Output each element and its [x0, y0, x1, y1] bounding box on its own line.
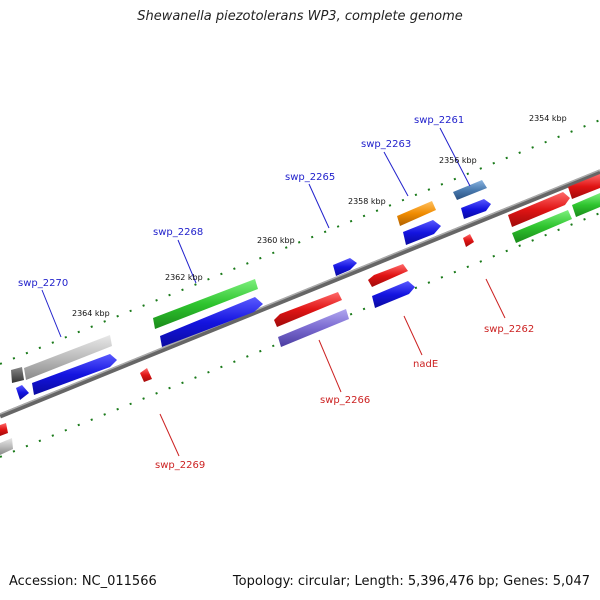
gene-label: swp_2262 [484, 324, 534, 335]
kbp-label: 2356 kbp [439, 156, 477, 165]
gene-swp_2268 [153, 279, 258, 329]
gene-label: swp_2270 [18, 278, 68, 289]
gene-swp_2261 [453, 180, 487, 200]
tick-rings [0, 119, 600, 458]
genome-stats-text: Topology: circular; Length: 5,396,476 bp… [232, 574, 590, 589]
gene-nadE-red [368, 264, 408, 287]
gene-blue-small-left [16, 385, 29, 400]
gene-blue-2261b [461, 199, 491, 219]
gene-labels-reverse: swp_2262 nadE swp_2266 swp_2269 [155, 324, 534, 471]
accession-text: Accession: NC_011566 [9, 574, 157, 589]
kbp-label: 2358 kbp [348, 197, 386, 206]
gene-features [0, 174, 600, 455]
gene-label: swp_2269 [155, 460, 205, 471]
gene-swp_2269 [140, 368, 152, 382]
gene-red-pair [508, 192, 570, 227]
gene-gray-edge-left [0, 438, 13, 455]
gene-label: nadE [413, 359, 438, 370]
label-leaders [41, 127, 506, 457]
gene-green-pair [512, 210, 572, 243]
gene-swp_2262 [463, 234, 474, 247]
gene-label: swp_2266 [320, 395, 370, 406]
gene-blue-2270b [32, 354, 117, 395]
gene-label: swp_2268 [153, 227, 203, 238]
gene-darkgray [11, 367, 24, 383]
gene-blue-2263b [403, 220, 441, 245]
kbp-label: 2354 kbp [529, 114, 567, 123]
kbp-labels: 2354 kbp 2356 kbp 2358 kbp 2360 kbp 2362… [72, 114, 567, 318]
gene-label: swp_2265 [285, 172, 335, 183]
gene-nadE [372, 281, 415, 308]
kbp-label: 2360 kbp [257, 236, 295, 245]
gene-green-edge-right [572, 193, 600, 217]
gene-red-edge-left [0, 423, 8, 436]
gene-swp_2265 [333, 258, 357, 276]
gene-red-edge-right [568, 174, 600, 199]
kbp-label: 2362 kbp [165, 273, 203, 282]
genome-backbone [0, 169, 600, 419]
gene-label: swp_2263 [361, 139, 411, 150]
gene-label: swp_2261 [414, 115, 464, 126]
gene-swp_2266-red [274, 292, 342, 327]
gene-swp_2266 [278, 309, 349, 347]
gene-swp_2270 [24, 335, 112, 380]
gene-blue-2268b [160, 297, 263, 347]
gene-labels-forward: swp_2261 swp_2263 swp_2265 swp_2268 swp_… [18, 115, 464, 289]
kbp-label: 2364 kbp [72, 309, 110, 318]
page-title: Shewanella piezotolerans WP3, complete g… [137, 9, 463, 24]
tick-ring-upper [0, 119, 600, 365]
gene-swp_2263 [397, 201, 436, 226]
